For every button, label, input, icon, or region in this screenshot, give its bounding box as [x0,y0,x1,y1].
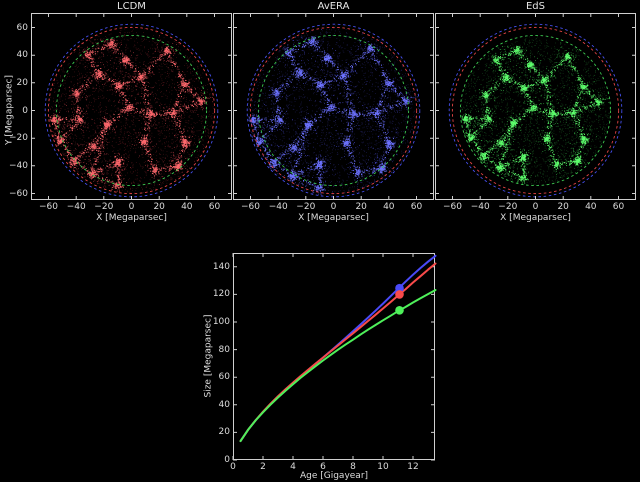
size-tick-label: 40 [218,399,230,410]
age-tick-label: 10 [377,462,389,472]
eds-xtick-label: 60 [612,202,625,212]
eds-xtick-label: 40 [585,202,597,212]
lcdm-ytick-label: −60 [9,188,28,199]
avera-xtick-label: 60 [410,202,423,212]
lcdm-ytick-label: 0 [22,105,28,116]
lcdm-ytick-label: 60 [16,22,28,33]
lcdm-scatter-canvas [31,13,232,200]
avera-xtick-label: 20 [355,202,367,212]
lcdm-x-axis-label: X [Megaparsec] [96,213,167,223]
avera-xtick-label: 40 [383,202,395,212]
avera-xtick-label: 0 [330,202,337,212]
line-chart-tick-marks [232,253,435,461]
size-tick-label: 120 [212,289,230,300]
lcdm-panel-title: LCDM [117,1,146,12]
age-tick-label: 12 [407,462,419,472]
age-tick-label: 8 [350,462,356,472]
lcdm-xtick-label: 60 [208,202,221,212]
lcdm-size-line [239,262,437,443]
eds-scatter-canvas [435,13,636,200]
size-tick-label: 80 [218,344,230,355]
lcdm-xtick-label: 20 [153,202,165,212]
eds-x-axis-label: X [Megaparsec] [500,213,571,223]
size-tick-label: 60 [218,372,230,383]
age-axis-label: Age [Gigayear] [299,471,369,481]
eds-xtick-label: 0 [532,202,539,212]
size-tick-label: 100 [212,317,230,327]
eds-size-line [239,289,437,443]
age-tick-label: 6 [320,462,326,472]
lcdm-xtick-label: −20 [94,202,114,212]
size-tick-label: 0 [224,455,230,465]
avera-x-axis-label: X [Megaparsec] [298,213,369,223]
eds-xtick-label: 20 [557,202,569,212]
lcdm-xtick-label: 0 [128,202,135,212]
lcdm-endpoint-marker [395,290,404,299]
lcdm-ytick-label: −40 [9,160,28,171]
avera-scatter-canvas [233,13,434,200]
eds-panel-title: EdS [525,1,546,12]
avera-size-line [239,254,437,443]
avera-xtick-label: −60 [241,202,260,212]
size-tick-label: 20 [218,427,230,438]
eds-xtick-label: −40 [470,202,490,212]
avera-xtick-label: −40 [268,202,288,212]
lcdm-ytick-label: 40 [16,50,28,61]
avera-endpoint-marker [395,283,404,293]
eds-xtick-label: −20 [498,202,518,212]
lcdm-ytick-label: −20 [9,133,28,144]
lcdm-ytick-label: 20 [16,77,28,88]
size-tick-label: 140 [212,261,230,272]
age-tick-label: 2 [260,462,266,472]
age-tick-label: 4 [290,462,296,472]
lcdm-xtick-label: −60 [39,202,58,212]
age-tick-label: 0 [230,462,236,472]
eds-xtick-label: −60 [443,202,462,212]
lcdm-xtick-label: −40 [66,202,86,212]
lcdm-xtick-label: 40 [181,202,193,212]
avera-xtick-label: −20 [296,202,316,212]
line-chart-spines [233,253,435,460]
avera-panel-title: AvERA [317,1,350,12]
eds-endpoint-marker [395,306,404,315]
